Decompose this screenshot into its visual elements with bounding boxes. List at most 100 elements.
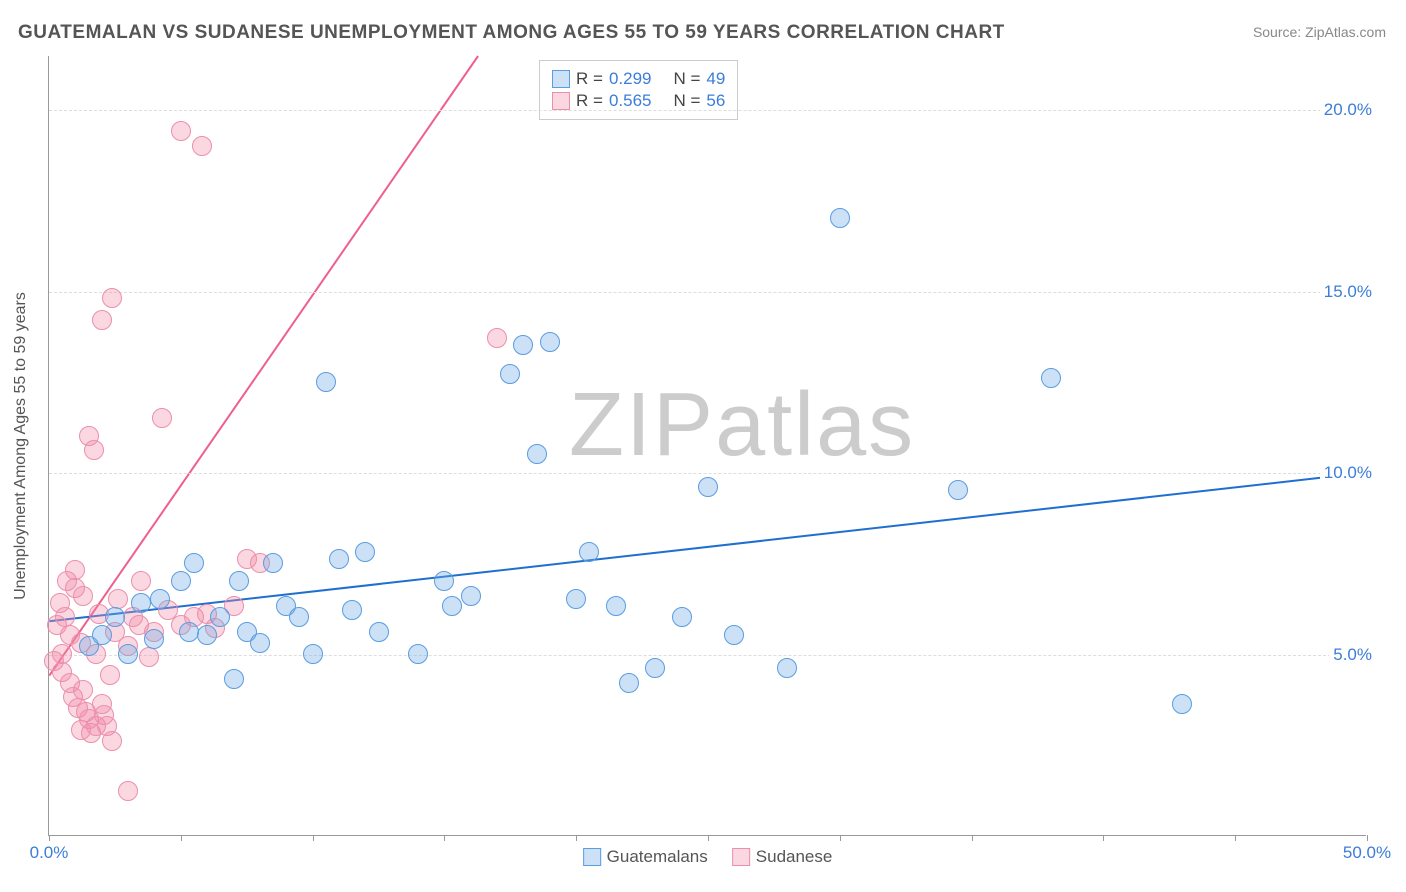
data-point xyxy=(645,658,665,678)
y-tick-label: 5.0% xyxy=(1329,645,1376,665)
plot-area: Unemployment Among Ages 55 to 59 years Z… xyxy=(48,56,1366,836)
data-point xyxy=(144,629,164,649)
data-point xyxy=(108,589,128,609)
data-point xyxy=(948,480,968,500)
data-point xyxy=(487,328,507,348)
legend-r-pink: 0.565 xyxy=(609,91,652,111)
x-tick xyxy=(1103,835,1104,841)
data-point xyxy=(619,673,639,693)
data-point xyxy=(355,542,375,562)
data-point xyxy=(118,644,138,664)
data-point xyxy=(1041,368,1061,388)
legend-stats-row-blue: R = 0.299 N = 49 xyxy=(552,69,725,89)
legend-swatch-blue xyxy=(552,70,570,88)
x-tick-label: 0.0% xyxy=(30,843,69,863)
data-point xyxy=(105,607,125,627)
data-point xyxy=(408,644,428,664)
chart-container: GUATEMALAN VS SUDANESE UNEMPLOYMENT AMON… xyxy=(0,0,1406,892)
data-point xyxy=(65,560,85,580)
data-point xyxy=(1172,694,1192,714)
x-tick xyxy=(181,835,182,841)
data-point xyxy=(303,644,323,664)
data-point xyxy=(171,571,191,591)
data-point xyxy=(224,669,244,689)
data-point xyxy=(150,589,170,609)
data-point xyxy=(540,332,560,352)
data-point xyxy=(513,335,533,355)
y-tick-label: 10.0% xyxy=(1320,463,1376,483)
x-tick xyxy=(313,835,314,841)
data-point xyxy=(579,542,599,562)
legend-n-label: N = xyxy=(673,91,700,111)
x-tick xyxy=(840,835,841,841)
y-tick-label: 15.0% xyxy=(1320,282,1376,302)
x-tick xyxy=(972,835,973,841)
legend-swatch-pink xyxy=(732,848,750,866)
data-point xyxy=(84,440,104,460)
data-point xyxy=(92,310,112,330)
x-tick xyxy=(444,835,445,841)
data-point xyxy=(73,586,93,606)
data-point xyxy=(197,625,217,645)
trend-lines xyxy=(49,56,1366,835)
data-point xyxy=(184,553,204,573)
data-point xyxy=(369,622,389,642)
data-point xyxy=(102,731,122,751)
x-tick-label: 50.0% xyxy=(1343,843,1391,863)
data-point xyxy=(777,658,797,678)
data-point xyxy=(102,288,122,308)
x-tick xyxy=(1367,835,1368,841)
data-point xyxy=(672,607,692,627)
data-point xyxy=(192,136,212,156)
data-point xyxy=(179,622,199,642)
data-point xyxy=(830,208,850,228)
data-point xyxy=(289,607,309,627)
legend-label-guatemalans: Guatemalans xyxy=(607,847,708,867)
x-tick xyxy=(49,835,50,841)
data-point xyxy=(100,665,120,685)
y-axis-label: Unemployment Among Ages 55 to 59 years xyxy=(12,292,30,600)
data-point xyxy=(461,586,481,606)
data-point xyxy=(250,633,270,653)
legend-r-blue: 0.299 xyxy=(609,69,652,89)
x-tick xyxy=(708,835,709,841)
legend-series: Guatemalans Sudanese xyxy=(583,847,833,867)
y-gridline xyxy=(49,473,1366,474)
data-point xyxy=(724,625,744,645)
data-point xyxy=(118,781,138,801)
data-point xyxy=(698,477,718,497)
y-gridline xyxy=(49,292,1366,293)
legend-r-label: R = xyxy=(576,69,603,89)
chart-title: GUATEMALAN VS SUDANESE UNEMPLOYMENT AMON… xyxy=(18,22,1005,44)
y-tick-label: 20.0% xyxy=(1320,100,1376,120)
legend-item-sudanese: Sudanese xyxy=(732,847,833,867)
data-point xyxy=(210,607,230,627)
data-point xyxy=(566,589,586,609)
data-point xyxy=(500,364,520,384)
x-tick xyxy=(1235,835,1236,841)
y-gridline xyxy=(49,655,1366,656)
data-point xyxy=(229,571,249,591)
legend-n-blue: 49 xyxy=(706,69,725,89)
data-point xyxy=(139,647,159,667)
trend-line xyxy=(49,56,478,676)
legend-stats-row-pink: R = 0.565 N = 56 xyxy=(552,91,725,111)
source-label: Source: ZipAtlas.com xyxy=(1253,24,1386,40)
legend-swatch-blue xyxy=(583,848,601,866)
legend-item-guatemalans: Guatemalans xyxy=(583,847,708,867)
data-point xyxy=(442,596,462,616)
data-point xyxy=(434,571,454,591)
y-gridline xyxy=(49,110,1366,111)
data-point xyxy=(73,680,93,700)
legend-n-label: N = xyxy=(673,69,700,89)
legend-r-label: R = xyxy=(576,91,603,111)
data-point xyxy=(55,607,75,627)
data-point xyxy=(152,408,172,428)
data-point xyxy=(329,549,349,569)
data-point xyxy=(606,596,626,616)
legend-n-pink: 56 xyxy=(706,91,725,111)
data-point xyxy=(171,121,191,141)
data-point xyxy=(92,625,112,645)
data-point xyxy=(52,644,72,664)
legend-swatch-pink xyxy=(552,92,570,110)
